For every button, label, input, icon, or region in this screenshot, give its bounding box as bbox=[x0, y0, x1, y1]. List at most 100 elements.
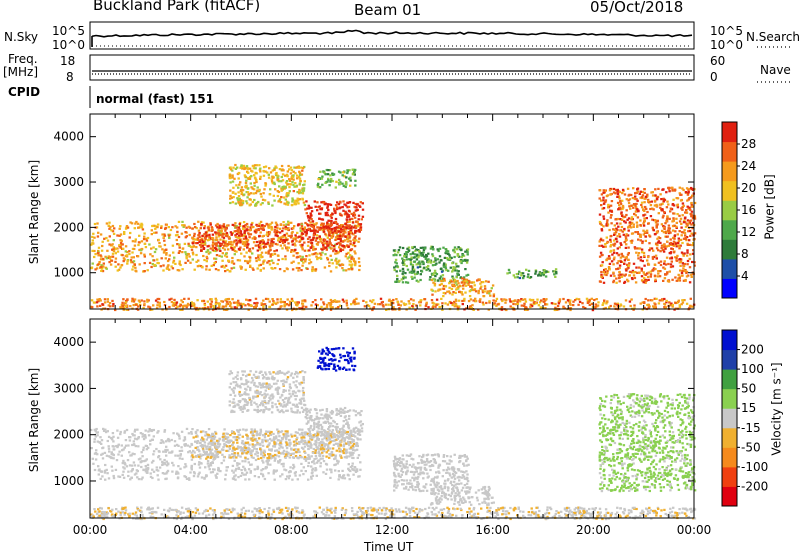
data-cell bbox=[516, 302, 520, 305]
data-cell bbox=[578, 300, 582, 303]
data-cell bbox=[292, 260, 295, 263]
data-cell bbox=[456, 305, 459, 308]
data-cell bbox=[338, 475, 341, 478]
data-cell bbox=[300, 166, 303, 169]
data-cell bbox=[448, 301, 451, 304]
data-cell bbox=[539, 274, 542, 277]
data-cell bbox=[353, 213, 357, 216]
data-cell bbox=[405, 255, 408, 258]
data-cell bbox=[343, 203, 346, 206]
data-cell bbox=[450, 287, 454, 291]
data-cell bbox=[273, 459, 276, 462]
data-cell bbox=[179, 308, 182, 311]
data-cell bbox=[112, 239, 115, 242]
data-cell bbox=[456, 279, 459, 283]
data-cell bbox=[312, 236, 315, 239]
data-cell bbox=[673, 237, 676, 240]
data-cell bbox=[224, 240, 228, 243]
data-cell bbox=[348, 220, 351, 223]
data-cell bbox=[225, 245, 228, 248]
data-cell bbox=[349, 231, 353, 234]
data-cell bbox=[686, 205, 689, 208]
data-cell bbox=[629, 207, 632, 210]
data-cell bbox=[255, 179, 258, 182]
data-cell bbox=[283, 202, 286, 205]
data-cell bbox=[651, 218, 654, 221]
data-cell bbox=[440, 270, 444, 273]
data-cell bbox=[309, 221, 312, 224]
data-cell bbox=[677, 273, 680, 276]
data-cell bbox=[448, 292, 452, 295]
data-cell bbox=[308, 249, 311, 252]
data-cell bbox=[636, 225, 639, 228]
data-cell bbox=[346, 201, 350, 204]
data-cell bbox=[497, 302, 501, 305]
data-cell bbox=[131, 240, 135, 243]
data-cell bbox=[410, 270, 413, 273]
data-cell bbox=[237, 231, 241, 234]
data-cell bbox=[685, 187, 689, 190]
data-cell bbox=[328, 169, 332, 172]
data-cell bbox=[132, 260, 136, 263]
data-cell bbox=[395, 298, 398, 301]
data-cell bbox=[562, 306, 565, 309]
data-cell bbox=[438, 247, 442, 250]
data-cell bbox=[111, 305, 115, 308]
data-cell bbox=[294, 199, 297, 202]
data-cell bbox=[672, 198, 675, 201]
data-cell bbox=[165, 460, 168, 463]
data-cell bbox=[343, 246, 346, 249]
data-cell bbox=[233, 475, 236, 478]
data-cell bbox=[292, 178, 295, 181]
data-cell bbox=[354, 168, 357, 171]
data-cell bbox=[674, 301, 677, 305]
data-cell bbox=[320, 177, 324, 180]
data-cell bbox=[246, 262, 250, 265]
data-cell bbox=[224, 264, 228, 267]
data-cell bbox=[626, 278, 629, 281]
data-cell bbox=[662, 250, 666, 253]
data-cell bbox=[448, 282, 451, 285]
data-cell bbox=[117, 268, 121, 271]
data-cell bbox=[647, 306, 650, 309]
data-cell bbox=[264, 170, 267, 173]
data-cell bbox=[137, 445, 140, 448]
data-cell bbox=[130, 300, 134, 303]
data-cell bbox=[392, 306, 395, 309]
data-cell bbox=[154, 227, 157, 230]
data-cell bbox=[600, 270, 603, 274]
data-cell bbox=[267, 201, 270, 204]
data-cell bbox=[111, 299, 114, 302]
data-cell bbox=[679, 258, 682, 261]
data-cell bbox=[330, 236, 333, 239]
data-cell bbox=[347, 205, 351, 208]
data-cell bbox=[318, 205, 321, 208]
data-cell bbox=[133, 298, 137, 301]
data-cell bbox=[680, 193, 683, 196]
data-cell bbox=[257, 256, 260, 259]
data-cell bbox=[314, 247, 317, 251]
data-cell bbox=[326, 205, 329, 208]
data-cell bbox=[131, 432, 134, 436]
data-cell bbox=[297, 202, 300, 205]
data-cell bbox=[163, 234, 167, 237]
data-cell bbox=[331, 180, 334, 183]
data-cell bbox=[340, 228, 343, 231]
data-cell bbox=[309, 246, 313, 249]
data-cell bbox=[671, 203, 675, 206]
data-cell bbox=[200, 239, 204, 242]
data-cell bbox=[126, 251, 129, 254]
data-cell bbox=[658, 237, 662, 240]
data-cell bbox=[664, 306, 668, 309]
data-cell bbox=[215, 244, 218, 247]
data-cell bbox=[642, 281, 645, 284]
data-cell bbox=[655, 205, 658, 208]
data-cell bbox=[227, 259, 230, 262]
data-cell bbox=[311, 244, 314, 247]
data-cell bbox=[459, 259, 463, 262]
data-cell bbox=[644, 239, 647, 242]
data-cell bbox=[453, 251, 456, 254]
data-cell bbox=[339, 181, 342, 184]
data-cell bbox=[270, 228, 273, 231]
data-cell bbox=[657, 261, 661, 264]
